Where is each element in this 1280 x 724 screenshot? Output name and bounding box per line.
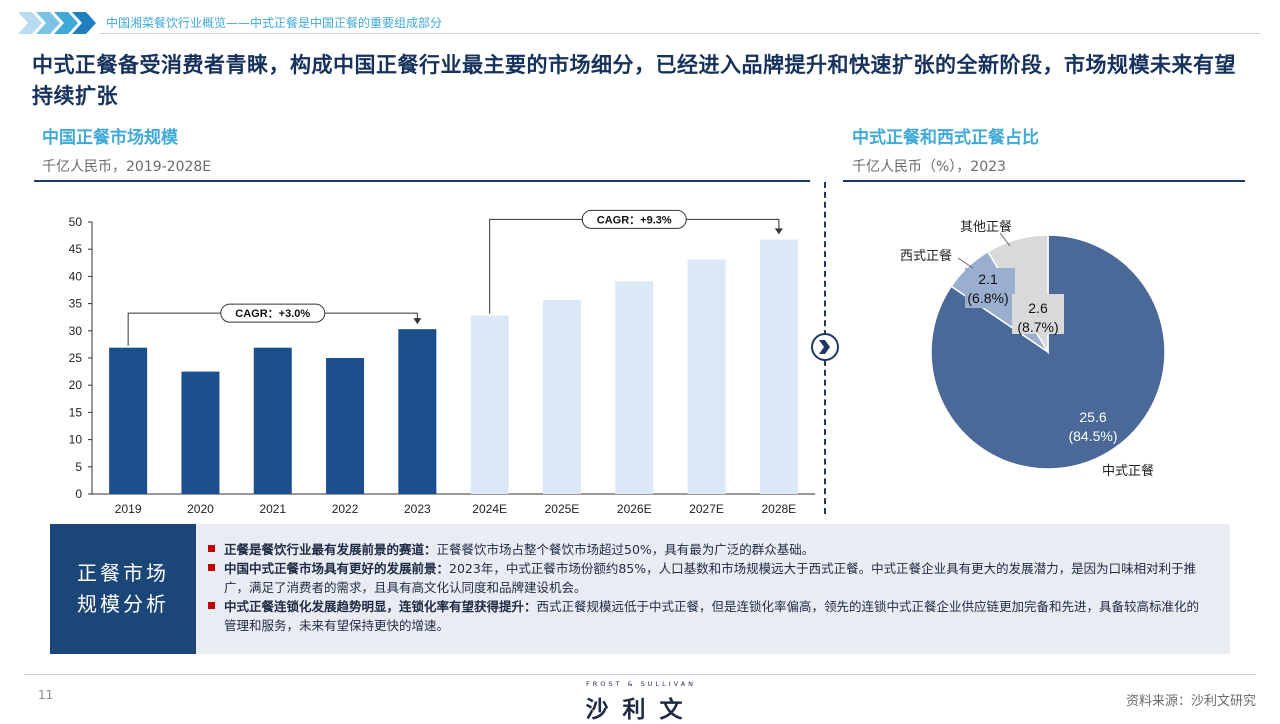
- y-tick-label: 0: [75, 487, 82, 501]
- right-section-rule: [843, 180, 1245, 182]
- chevron-logo-icon: [18, 12, 96, 34]
- market-size-subtitle: 千亿人民币，2019-2028E: [42, 159, 212, 175]
- pie-category-label: 西式正餐: [900, 248, 952, 263]
- summary-item-text: 正餐餐饮市场占整个餐饮市场超过50%，具有最为广泛的群众基础。: [436, 542, 815, 557]
- y-tick-label: 50: [69, 215, 83, 229]
- bar: [542, 299, 581, 494]
- bullet-icon: [208, 564, 215, 571]
- source-note: 资料来源：沙利文研究: [1125, 694, 1256, 709]
- bar: [398, 329, 437, 494]
- bullet-icon: [208, 545, 215, 552]
- cagr-pill: [581, 209, 687, 229]
- summary-item-heading: 中国中式正餐市场具有更好的发展前景：: [224, 561, 450, 576]
- summary-item-heading: 正餐是餐饮行业最有发展前景的赛道：: [224, 542, 437, 557]
- x-tick-label: 2021: [259, 502, 286, 515]
- pie-label-box: [965, 268, 1015, 308]
- leader-line: [957, 257, 974, 269]
- left-section-rule: [34, 180, 810, 182]
- cagr-pill: [220, 303, 326, 323]
- summary-item: 中式正餐连锁化发展趋势明显，连锁化率有望获得提升：西式正餐规模远低于中式正餐，但…: [208, 597, 1208, 635]
- cagr-arrowhead: [774, 228, 783, 235]
- pie-category-label: 其他正餐: [960, 219, 1012, 234]
- x-tick-label: 2028E: [761, 502, 796, 515]
- summary-item-heading: 中式正餐连锁化发展趋势明显，连锁化率有望获得提升：: [224, 599, 537, 614]
- y-tick-label: 40: [69, 269, 83, 283]
- summary-label: 正餐市场规模分析: [50, 524, 196, 654]
- footer-divider: [24, 674, 1256, 675]
- pie-percent-label: (84.5%): [1068, 428, 1117, 444]
- y-tick-label: 45: [69, 242, 83, 256]
- x-tick-label: 2024E: [472, 502, 507, 515]
- cagr-label: CAGR：+9.3%: [597, 214, 672, 226]
- x-tick-label: 2020: [187, 502, 214, 515]
- market-size-bar-chart: 0 5 10 15 20 25 30 35 40 45 50 2019 2020 2021 2022 2023…: [69, 209, 815, 515]
- bar: [470, 315, 509, 494]
- y-tick-label: 10: [69, 433, 83, 447]
- bar: [181, 371, 220, 494]
- logo-wordmark: FROST & SULLIVAN: [585, 680, 697, 688]
- summary-item: 正餐是餐饮行业最有发展前景的赛道：正餐餐饮市场占整个餐饮市场超过50%，具有最为…: [208, 540, 1208, 559]
- y-tick-label: 35: [69, 297, 83, 311]
- x-tick-label: 2019: [115, 502, 142, 515]
- breadcrumb: 中国湘菜餐饮行业概览——中式正餐是中国正餐的重要组成部分: [106, 16, 443, 30]
- summary-item-text: 2023年，中式正餐市场份额约85%，人口基数和市场规模远大于西式正餐。中式正餐…: [224, 561, 1197, 595]
- page-number: 11: [38, 688, 54, 702]
- bar: [253, 347, 292, 494]
- y-tick-label: 5: [75, 460, 82, 474]
- pie-percent-label: (6.8%): [967, 290, 1008, 306]
- pie-value-label: 2.6: [1028, 300, 1048, 316]
- page-title: 中式正餐备受消费者青睐，构成中国正餐行业最主要的市场细分，已经进入品牌提升和快速…: [32, 53, 1236, 108]
- summary-panel: [50, 524, 1230, 654]
- cagr-label: CAGR：+3.0%: [235, 308, 310, 320]
- market-size-title: 中国正餐市场规模: [42, 128, 178, 148]
- header-divider: [100, 33, 1260, 34]
- x-tick-label: 2022: [332, 502, 359, 515]
- bar: [615, 281, 654, 494]
- bullet-icon: [208, 602, 215, 609]
- x-tick-label: 2027E: [689, 502, 724, 515]
- y-tick-label: 15: [69, 405, 83, 419]
- pie-value-label: 25.6: [1079, 409, 1106, 425]
- leader-line: [999, 232, 1011, 247]
- bar: [759, 239, 798, 494]
- y-tick-label: 30: [69, 324, 83, 338]
- summary-item-text: 西式正餐规模远低于中式正餐，但是连锁化率偏高，领先的连锁中式正餐企业供应链更加完…: [224, 599, 1200, 633]
- x-tick-label: 2026E: [617, 502, 652, 515]
- logo: 沙利文: [585, 697, 697, 723]
- bar: [109, 347, 148, 494]
- share-pie-chart: 25.6 (84.5%) 2.1 (6.8%) 2.6 (8.7%) 中式正餐 西式正餐其他正…: [900, 219, 1166, 478]
- share-title: 中式正餐和西式正餐占比: [852, 128, 1039, 148]
- pie-value-label: 2.1: [978, 271, 998, 287]
- x-tick-label: 2025E: [545, 502, 580, 515]
- bar: [687, 259, 726, 494]
- pie-percent-label: (8.7%): [1017, 319, 1058, 335]
- cagr-arrowhead: [413, 318, 422, 325]
- y-tick-label: 25: [69, 351, 83, 365]
- pie-category-label: 中式正餐: [1102, 463, 1154, 478]
- share-subtitle: 千亿人民币（%），2023: [852, 159, 1006, 175]
- y-tick-label: 20: [69, 378, 83, 392]
- bar: [326, 358, 365, 494]
- summary-item: 中国中式正餐市场具有更好的发展前景：2023年，中式正餐市场份额约85%，人口基…: [208, 559, 1208, 597]
- summary-list: 正餐是餐饮行业最有发展前景的赛道：正餐餐饮市场占整个餐饮市场超过50%，具有最为…: [208, 540, 1208, 635]
- next-arrow-icon: [811, 333, 839, 361]
- pie-label-box: [1012, 294, 1064, 334]
- summary-label-text: 正餐市场规模分析: [77, 561, 169, 616]
- x-tick-label: 2023: [404, 502, 431, 515]
